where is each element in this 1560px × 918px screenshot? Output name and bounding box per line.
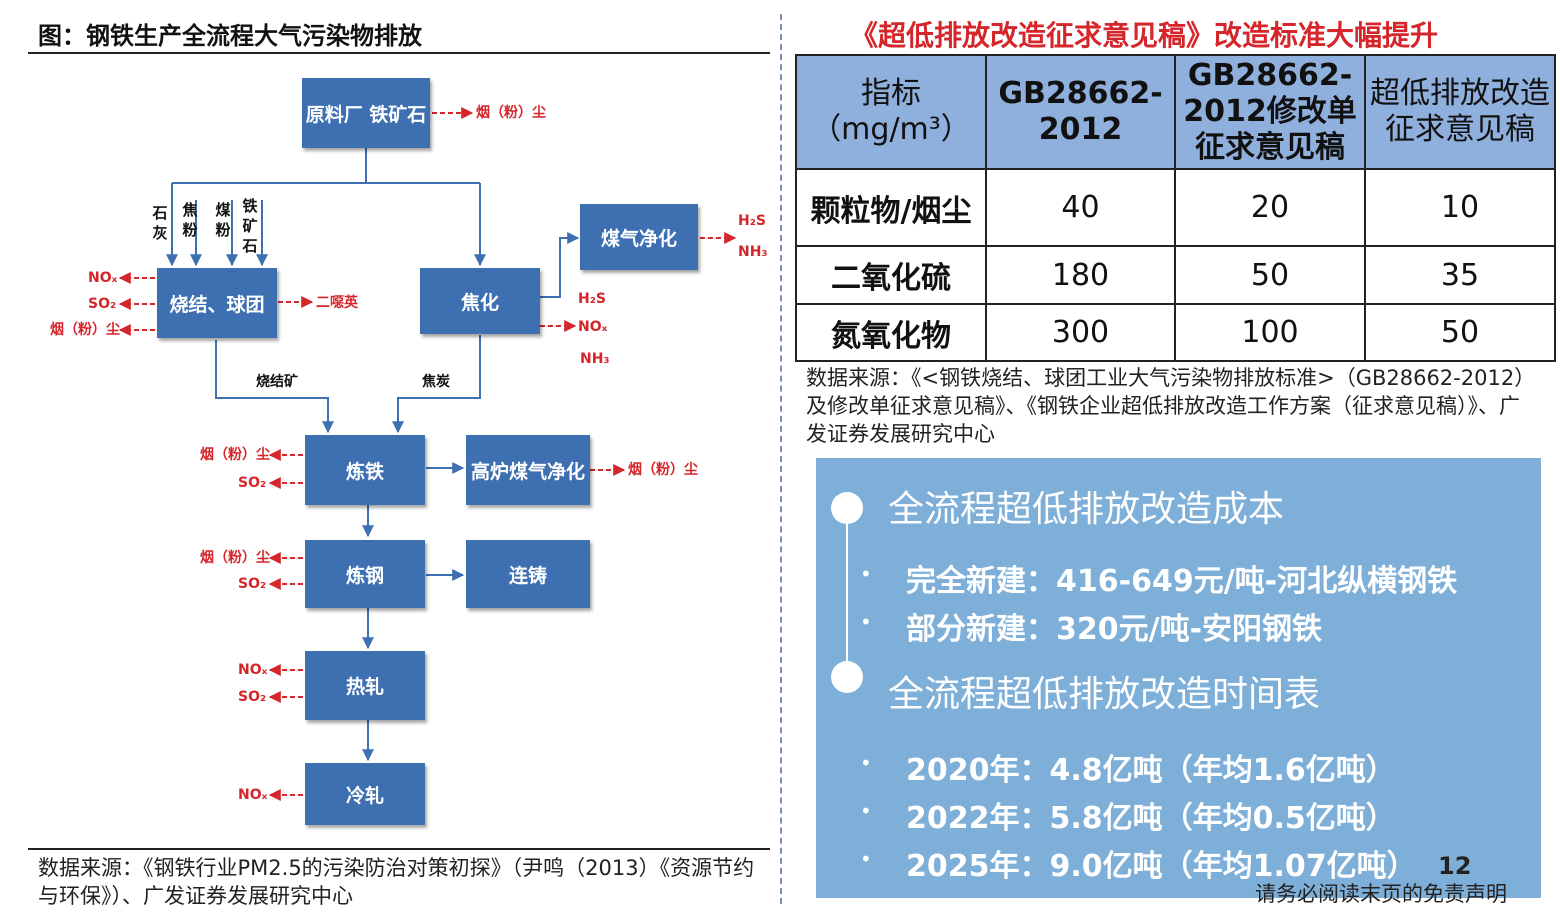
- flow-label-coke: 焦炭: [422, 374, 450, 390]
- table-cell: 20: [1174, 168, 1366, 247]
- emission-nox-hot: NOₓ: [238, 662, 268, 678]
- box-sintering: 烧结、球团: [157, 268, 277, 338]
- table-cell-label: 颗粒物/烟尘: [795, 168, 987, 247]
- emission-dust-bf-gas: 烟（粉）尘: [628, 462, 698, 478]
- box-hot-rolling: 热轧: [305, 651, 425, 720]
- table-row: 二氧化硫 180 50 35: [795, 245, 1556, 305]
- table-cell: 50: [1174, 245, 1366, 305]
- callout-timeline-line: [846, 508, 848, 684]
- flow-label-sinter-ore: 烧结矿: [256, 374, 298, 390]
- page-number: 12: [1438, 852, 1472, 880]
- schedule-bullet-dot: [831, 661, 863, 693]
- table-cell-label: 二氧化硫: [795, 245, 987, 305]
- table-row: 颗粒物/烟尘 40 20 10: [795, 168, 1556, 247]
- box-bf-gas-cleaning: 高炉煤气净化: [466, 435, 590, 505]
- left-source-note: 数据来源：《钢铁行业PM2.5的污染防治对策初探》（尹鸣（2013）《资源节约与…: [38, 856, 755, 908]
- emission-so2-sinter: SO₂: [88, 296, 117, 312]
- cost-heading: 全流程超低排放改造成本: [888, 489, 1285, 530]
- table-header-row: 指标（mg/m³） GB28662-2012 GB28662-2012修改单征求…: [795, 54, 1556, 170]
- flowchart-connectors: [118, 107, 737, 801]
- table-cell: 100: [1174, 303, 1366, 362]
- table-cell: 300: [985, 303, 1176, 362]
- emission-h2s-coking: H₂S: [578, 291, 606, 307]
- input-label-coal-powder: 煤粉: [215, 201, 231, 239]
- table-cell: 35: [1364, 245, 1556, 305]
- table-header-indicator: 指标（mg/m³）: [795, 54, 987, 170]
- emission-dust-iron: 烟（粉）尘: [200, 447, 270, 463]
- right-panel-title: 《超低排放改造征求意见稿》改造标准大幅提升: [850, 19, 1439, 52]
- emission-nox-coking: NOₓ: [578, 319, 608, 335]
- cost-item: 完全新建：416-649元/吨-河北纵横钢铁: [906, 564, 1458, 599]
- emission-standards-table: 指标（mg/m³） GB28662-2012 GB28662-2012修改单征求…: [795, 54, 1556, 362]
- schedule-bullet: •: [860, 751, 872, 775]
- box-cold-rolling: 冷轧: [305, 763, 425, 825]
- left-title-rule: [28, 52, 770, 54]
- ultralow-callout: [816, 458, 1541, 898]
- cost-bullet: •: [860, 610, 872, 634]
- input-label-coke-breeze: 焦粉: [182, 201, 198, 239]
- box-raw-material: 原料厂 铁矿石: [302, 78, 430, 148]
- input-label-lime: 石灰: [152, 204, 168, 242]
- emission-so2-iron: SO₂: [238, 475, 267, 491]
- schedule-bullet: •: [860, 799, 872, 823]
- right-source-note: 数据来源：《<钢铁烧结、球团工业大气污染物排放标准>（GB28662-2012）…: [806, 366, 1525, 446]
- schedule-item: 2025年：9.0亿吨（年均1.07亿吨）: [906, 849, 1417, 884]
- panel-divider: [780, 14, 782, 904]
- schedule-item: 2020年：4.8亿吨（年均1.6亿吨）: [906, 753, 1396, 788]
- emission-nh3-coking: NH₃: [580, 351, 610, 367]
- emission-nh3-gas: NH₃: [738, 244, 768, 260]
- left-panel-title: 图：钢铁生产全流程大气污染物排放: [38, 22, 422, 50]
- table-header-gb2012: GB28662-2012: [985, 54, 1176, 170]
- table-cell-label: 氮氧化物: [795, 303, 987, 362]
- box-steelmaking: 炼钢: [305, 540, 425, 608]
- emission-dust-raw: 烟（粉）尘: [476, 105, 546, 121]
- table-header-amendment: GB28662-2012修改单征求意见稿: [1174, 54, 1366, 170]
- emission-dioxin-sinter: 二噁英: [316, 295, 358, 311]
- box-ironmaking: 炼铁: [305, 435, 425, 505]
- input-label-iron-ore: 铁矿石: [242, 197, 258, 255]
- table-header-ultralow: 超低排放改造征求意见稿: [1364, 54, 1556, 170]
- emission-so2-steel: SO₂: [238, 576, 267, 592]
- emission-dust-sinter: 烟（粉）尘: [50, 322, 120, 338]
- schedule-bullet: •: [860, 847, 872, 871]
- schedule-item: 2022年：5.8亿吨（年均0.5亿吨）: [906, 801, 1396, 836]
- cost-bullet: •: [860, 562, 872, 586]
- box-coking: 焦化: [420, 268, 540, 334]
- table-cell: 50: [1364, 303, 1556, 362]
- cost-item: 部分新建：320元/吨-安阳钢铁: [906, 612, 1323, 647]
- box-gas-cleaning: 煤气净化: [580, 204, 698, 270]
- table-cell: 180: [985, 245, 1176, 305]
- emission-h2s-gas: H₂S: [738, 213, 766, 229]
- table-row: 氮氧化物 300 100 50: [795, 303, 1556, 362]
- left-source-rule: [28, 848, 770, 850]
- table-cell: 40: [985, 168, 1176, 247]
- emission-nox-sinter: NOₓ: [88, 270, 118, 286]
- disclaimer-text: 请务必阅读末页的免责声明: [1255, 882, 1507, 906]
- emission-dust-steel: 烟（粉）尘: [200, 550, 270, 566]
- box-casting: 连铸: [466, 540, 590, 608]
- schedule-heading: 全流程超低排放改造时间表: [888, 674, 1321, 715]
- emission-so2-hot: SO₂: [238, 689, 267, 705]
- emission-nox-cold: NOₓ: [238, 787, 268, 803]
- cost-bullet-dot: [831, 492, 863, 524]
- table-cell: 10: [1364, 168, 1556, 247]
